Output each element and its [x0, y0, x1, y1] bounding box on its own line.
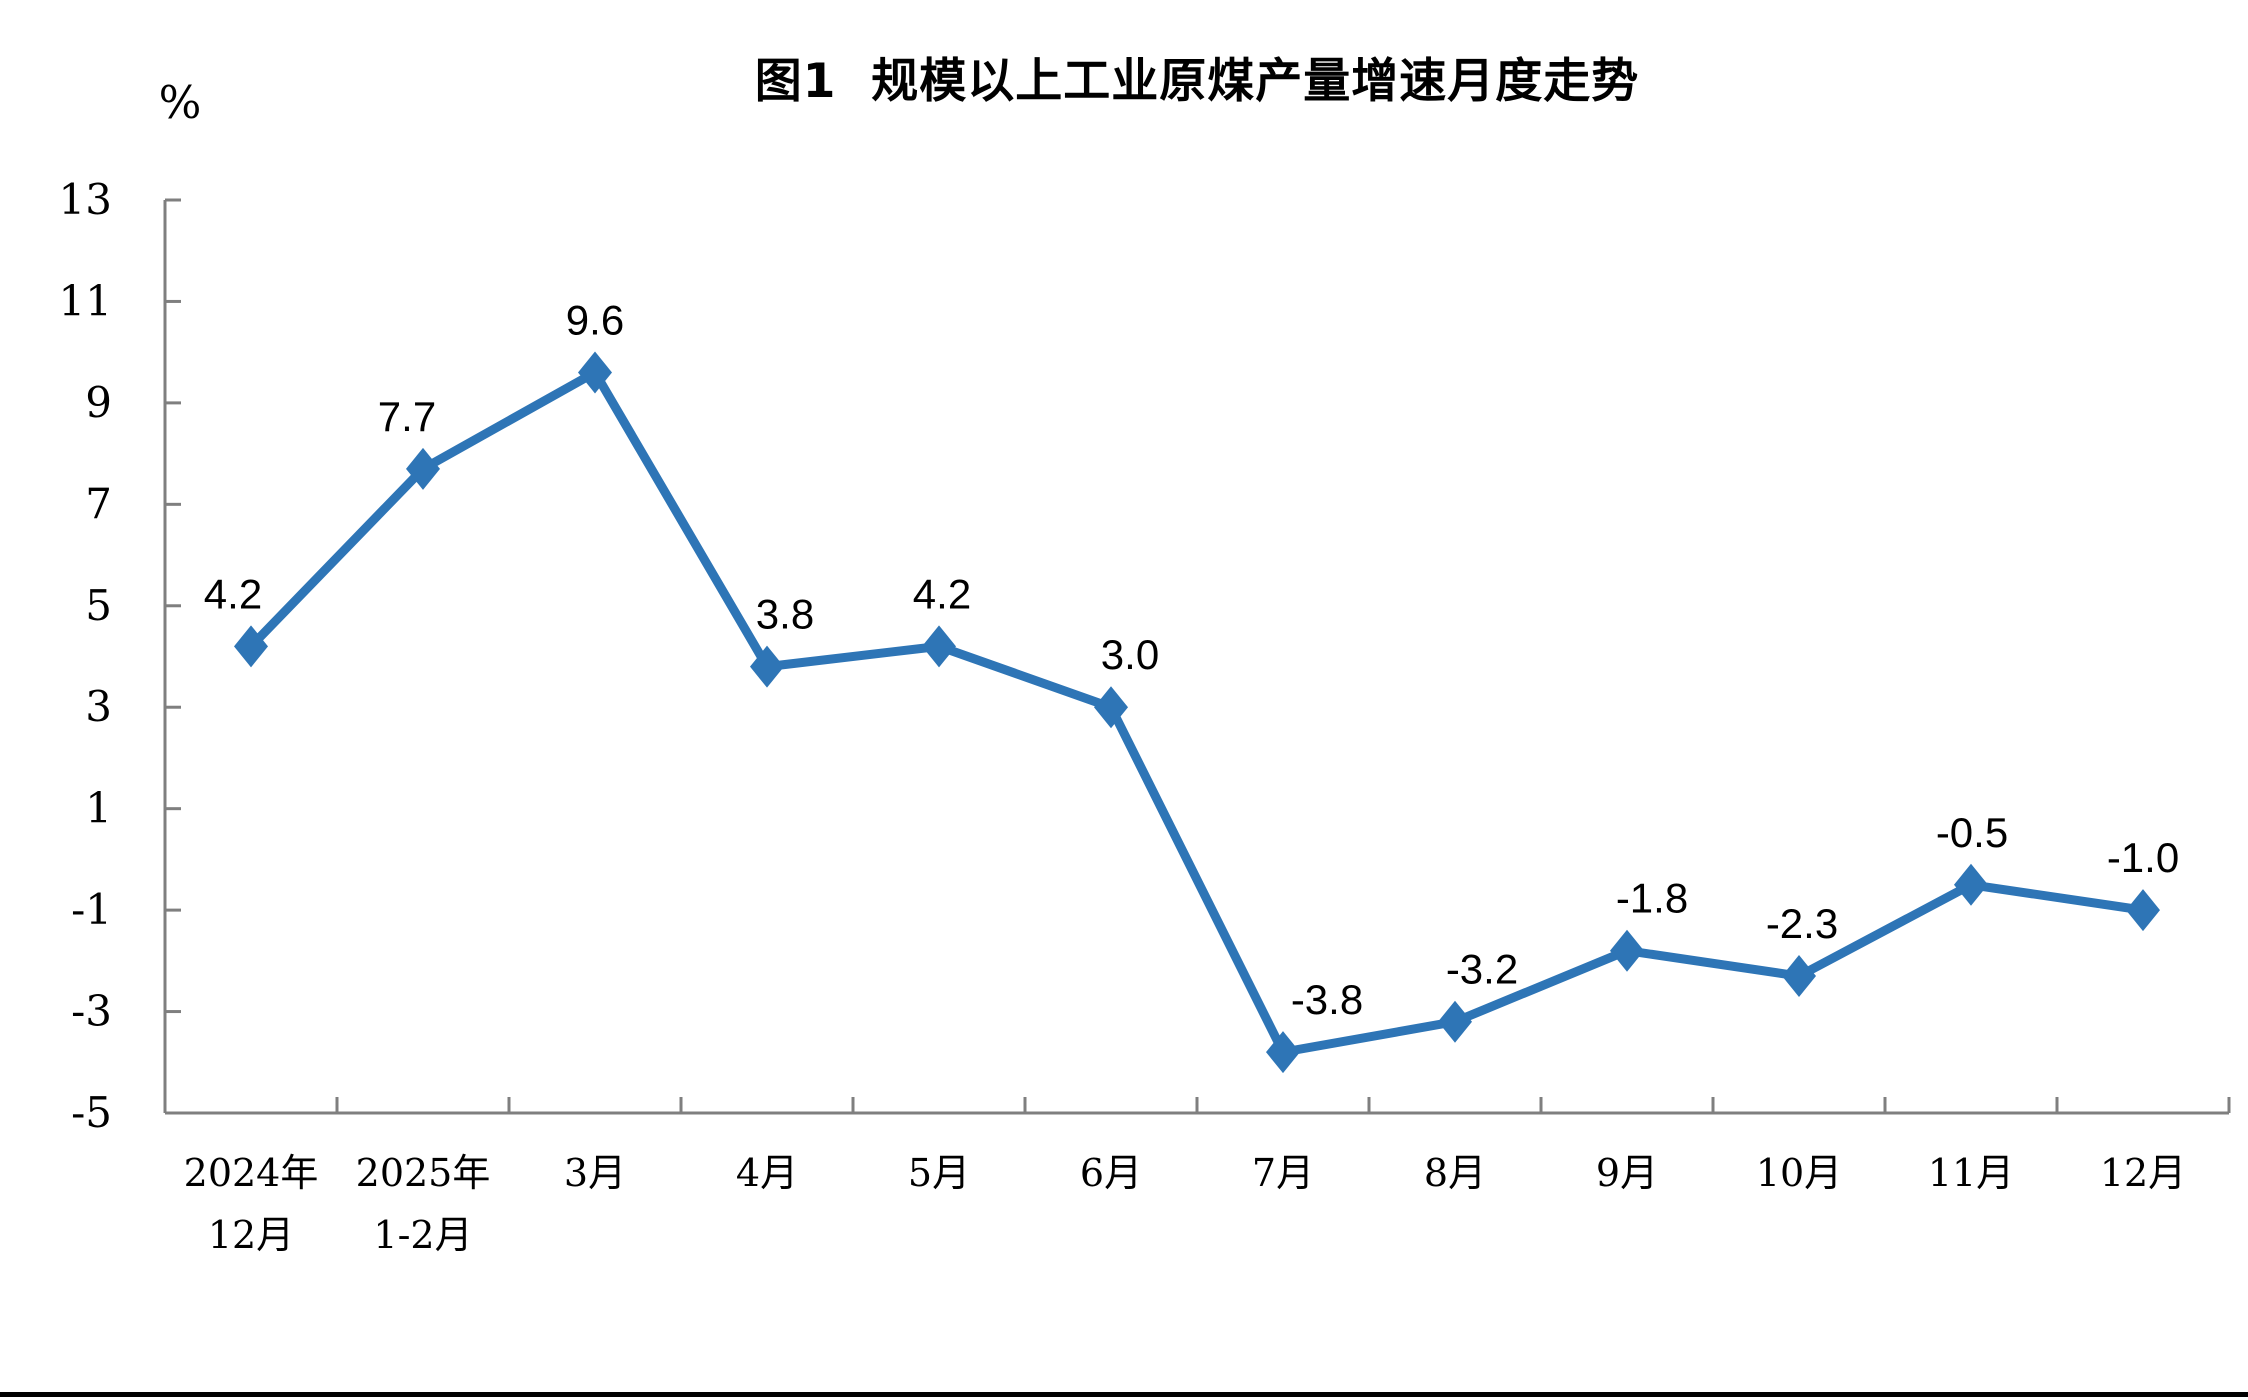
data-point-marker [234, 625, 268, 668]
x-axis-category-label: 11月 [1928, 1151, 2014, 1195]
x-axis-category-label: 2025年 [356, 1151, 491, 1195]
data-point-marker [1610, 929, 1644, 972]
data-point-marker [406, 447, 440, 490]
x-axis-category-label: 7月 [1252, 1151, 1314, 1195]
y-axis-tick-label: 3 [85, 682, 112, 731]
x-axis-category-label: 12月 [208, 1213, 294, 1257]
x-axis-category-label: 2024年 [184, 1151, 319, 1195]
data-point-marker [1438, 1000, 1472, 1043]
y-axis-tick-label: 5 [85, 581, 112, 630]
x-axis-category-label: 5月 [908, 1151, 970, 1195]
y-axis-tick-label: -1 [71, 885, 112, 934]
y-axis-tick-label: 1 [85, 784, 112, 833]
y-axis-tick-label: -5 [71, 1088, 112, 1137]
y-axis-tick-label: 7 [85, 479, 112, 528]
y-axis-tick-label: -3 [71, 987, 112, 1036]
bottom-divider [0, 1392, 2248, 1397]
chart-title: 图1 规模以上工业原煤产量增速月度走势 [754, 54, 1640, 109]
data-point-marker [750, 645, 784, 688]
data-point-label: -2.3 [1766, 900, 1838, 947]
data-point-label: 7.7 [378, 393, 436, 440]
data-point-label: 9.6 [566, 296, 624, 343]
data-line [247, 366, 2144, 1058]
data-point-marker [1782, 955, 1816, 998]
x-axis-category-label: 10月 [1756, 1151, 1842, 1195]
x-axis-category-label: 9月 [1596, 1151, 1658, 1195]
data-point-label: 3.8 [756, 591, 814, 638]
y-axis-tick-label: 11 [59, 276, 112, 325]
x-axis-category-label: 4月 [736, 1151, 798, 1195]
y-axis-tick-label: 13 [59, 175, 112, 224]
data-point-marker [1954, 863, 1988, 906]
x-axis-category-label: 8月 [1424, 1151, 1486, 1195]
x-axis-category-label: 3月 [564, 1151, 626, 1195]
x-axis-category-label: 12月 [2100, 1151, 2186, 1195]
data-point-label: -3.2 [1446, 946, 1518, 993]
data-point-label: -1.8 [1616, 875, 1688, 922]
data-point-label: -0.5 [1936, 809, 2008, 856]
y-axis-unit-label: % [158, 76, 202, 129]
data-point-marker [1094, 686, 1128, 729]
data-point-marker [1266, 1031, 1300, 1074]
data-point-label: 4.2 [913, 570, 971, 617]
x-axis-category-label: 6月 [1080, 1151, 1142, 1195]
data-point-marker [922, 625, 956, 668]
data-point-marker [578, 351, 612, 394]
x-axis-category-label: 1-2月 [373, 1213, 472, 1257]
data-point-label: -1.0 [2107, 834, 2179, 881]
data-point-label: 3.0 [1101, 631, 1159, 678]
data-point-marker [2126, 889, 2160, 932]
data-point-label: 4.2 [204, 570, 262, 617]
data-point-label: -3.8 [1291, 976, 1363, 1023]
y-axis-tick-label: 9 [85, 378, 112, 427]
